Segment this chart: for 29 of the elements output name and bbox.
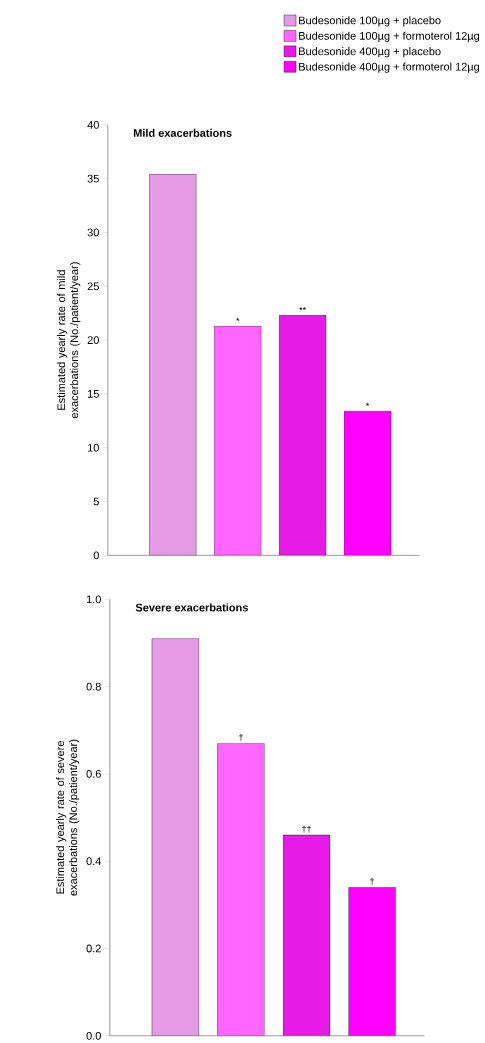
y-tick-label: 0.0 [86,1031,102,1040]
y-tick-label: 0.8 [86,682,102,691]
y-tick-label: 5 [93,497,100,506]
y-tick-label: 30 [87,228,100,237]
y-tick-label: 0 [93,551,100,560]
y-tick-label: 15 [88,390,100,398]
data-label: * [236,317,240,321]
y-tick-label: 35 [87,174,100,183]
data-label: ** [299,306,307,311]
chart-title: Severe exacerbations [135,603,249,612]
y-tick-label: 10 [88,443,100,452]
y-tick-label: 1.0 [87,595,102,604]
y-axis-title: Estimated yearly rate of mild exacerbations (No./patient/year) [57,262,81,419]
legend-label: Budesonide 400µg + placebo [299,47,441,58]
data-label: † [370,878,375,886]
chart-title: Mild exacerbations [134,128,232,137]
data-label: * [366,402,370,406]
legend-label: Budesonide 400µg + formoterol 12µg [299,62,480,73]
data-label: †† [302,825,312,833]
y-tick-label: 0.2 [86,944,101,953]
y-tick-label: 25 [87,282,100,291]
y-tick-label: 20 [87,336,100,344]
y-tick-label: 40 [87,120,100,129]
data-label: † [239,734,243,742]
legend-label: Budesonide 100µg + placebo [299,16,441,27]
y-axis-title: Estimated yearly rate of severe exacerbations (No./patient/year) [56,739,80,896]
y-tick-label: 0.4 [86,857,102,866]
legend-label: Budesonide 100µg + formoterol 12µg [299,31,480,42]
y-tick-label: 0.6 [86,769,102,778]
